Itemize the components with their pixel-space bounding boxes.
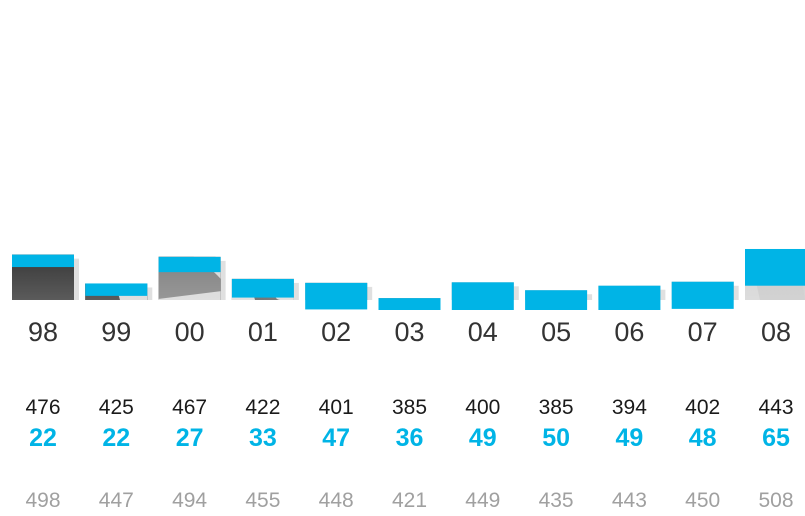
- bar-cap-06: [598, 285, 661, 310]
- bar-cap-05: [525, 290, 588, 310]
- bar-cap-01: [231, 278, 294, 298]
- bar-shadows: [74, 258, 739, 300]
- data-label-extra-04: 49: [468, 424, 497, 452]
- data-label-total-04: 449: [465, 489, 501, 512]
- bar-shadow-07: [733, 285, 739, 300]
- data-label-main-07: 402: [685, 396, 721, 419]
- data-label-total-00: 494: [172, 489, 208, 512]
- handshake-photo-icon: [12, 248, 805, 301]
- data-label-main-03: 385: [391, 396, 428, 419]
- data-label-total-02: 448: [318, 489, 354, 512]
- data-label-extra-07: 48: [688, 424, 717, 452]
- data-label-main-08: 443: [758, 396, 794, 419]
- x-tick-label-01: 01: [247, 317, 278, 347]
- data-label-total-05: 435: [538, 489, 574, 512]
- data-label-total-01: 455: [245, 489, 281, 512]
- x-tick-label-08: 08: [760, 317, 792, 347]
- bar-cap-04: [451, 282, 514, 310]
- x-tick-label-05: 05: [541, 317, 572, 347]
- data-label-extra-02: 47: [322, 424, 351, 452]
- bar-cap-02: [305, 282, 368, 310]
- data-label-main-99: 425: [98, 396, 134, 419]
- x-tick-label-04: 04: [467, 317, 498, 347]
- x-tick-label-99: 99: [101, 317, 132, 347]
- data-label-main-01: 422: [245, 396, 281, 419]
- data-label-extra-08: 65: [762, 424, 790, 452]
- data-label-main-06: 394: [611, 396, 647, 419]
- x-tick-label-02: 02: [321, 317, 352, 347]
- data-label-extra-98: 22: [29, 424, 57, 452]
- x-tick-label-06: 06: [614, 317, 645, 347]
- bar-shadow-01: [293, 282, 299, 300]
- data-label-extra-06: 49: [615, 424, 644, 452]
- bar-cap-00: [158, 256, 221, 273]
- bar-plot-area: [12, 248, 805, 310]
- data-label-total-99: 447: [98, 489, 134, 512]
- data-label-extra-01: 33: [248, 424, 277, 452]
- data-label-total-07: 450: [685, 489, 721, 512]
- bar-shadow-02: [367, 286, 373, 300]
- bar-shadow-05: [587, 294, 593, 300]
- bar-cap-98: [12, 254, 74, 268]
- bar-shadow-06: [660, 289, 666, 300]
- data-label-total-06: 443: [611, 489, 647, 512]
- data-label-main-04: 400: [465, 396, 501, 419]
- data-label-main-98: 476: [25, 396, 61, 419]
- bar-shadow-98: [74, 258, 79, 300]
- data-label-total-08: 508: [758, 489, 794, 512]
- data-label-total-98: 498: [25, 489, 61, 512]
- data-label-main-00: 467: [172, 396, 208, 419]
- bar-cap-03: [378, 298, 441, 310]
- bar-cap-08: [745, 248, 805, 286]
- x-tick-label-07: 07: [687, 317, 718, 347]
- x-tick-label-98: 98: [27, 317, 59, 347]
- bar-cap-07: [671, 281, 734, 309]
- x-tick-label-00: 00: [174, 317, 205, 347]
- bar-shadow-00: [220, 260, 226, 300]
- data-label-main-02: 401: [318, 396, 354, 419]
- bar-caps: [12, 248, 805, 310]
- data-label-main-05: 385: [538, 396, 574, 419]
- data-label-extra-00: 27: [175, 424, 204, 452]
- bar-shadow-04: [513, 286, 519, 300]
- bar-cap-99: [85, 283, 148, 296]
- data-label-extra-05: 50: [542, 424, 570, 452]
- data-label-extra-99: 22: [102, 424, 131, 452]
- data-label-extra-03: 36: [395, 424, 424, 452]
- data-label-total-03: 421: [391, 489, 428, 512]
- x-tick-label-03: 03: [394, 317, 425, 347]
- bar-shadow-99: [147, 287, 153, 300]
